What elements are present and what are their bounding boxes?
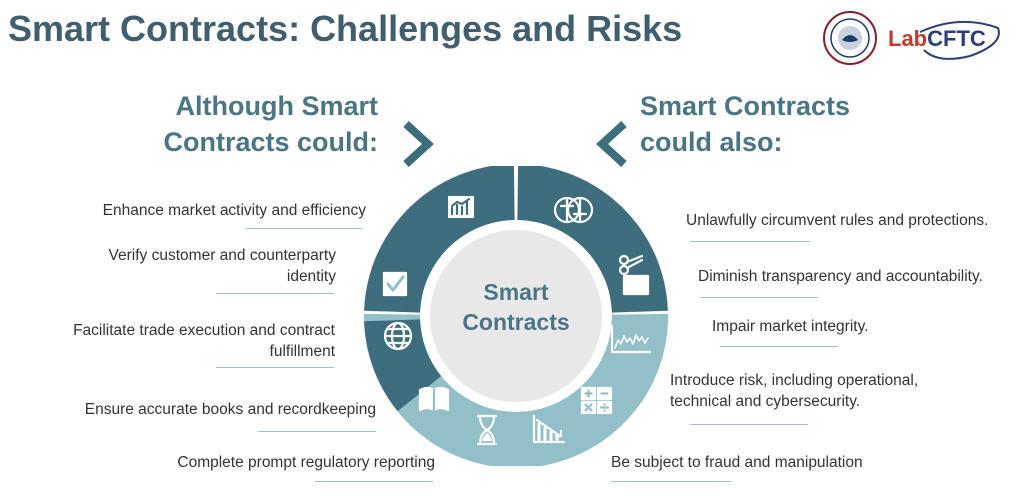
gears-face-icon: [553, 196, 594, 224]
left-item-1-underline: [246, 228, 362, 229]
right-item-4: Introduce risk, including operational, t…: [670, 372, 919, 410]
left-item-5-underline: [315, 481, 433, 482]
right-item-2: Diminish transparency and accountability…: [698, 268, 983, 285]
left-item-3-underline: [216, 367, 334, 368]
smart-contracts-wheel: Smart Contracts: [364, 166, 668, 466]
left-heading-line-2: Contracts could:: [163, 127, 378, 157]
line-chart-icon: [610, 324, 652, 354]
right-item-2-underline: [700, 297, 818, 298]
right-heading: Smart Contracts could also:: [640, 88, 900, 160]
calculator-icon: [580, 386, 613, 415]
bar-chart-icon: [448, 196, 474, 218]
left-item-2: Verify customer and counterparty identit…: [108, 247, 336, 285]
left-item-5: Complete prompt regulatory reporting: [177, 454, 435, 471]
chevron-left-icon: [596, 121, 627, 167]
right-heading-line-1: Smart Contracts: [640, 91, 851, 121]
left-item-1: Enhance market activity and efficiency: [102, 202, 366, 219]
right-item-1: Unlawfully circumvent rules and protecti…: [686, 212, 989, 229]
left-item-3: Facilitate trade execution and contract …: [73, 322, 335, 360]
declining-chart-icon: [532, 414, 566, 444]
page-title: Smart Contracts: Challenges and Risks: [8, 8, 683, 49]
center-label-line-1: Smart: [483, 279, 549, 305]
lab-logo-text: LabCFTC: [888, 26, 986, 51]
left-item-4-underline: [258, 431, 376, 432]
right-item-3: Impair market integrity.: [712, 318, 869, 335]
book-icon: [418, 386, 450, 412]
right-item-1-underline: [690, 241, 810, 242]
left-heading: Although Smart Contracts could:: [120, 88, 378, 160]
left-heading-line-1: Although Smart: [175, 91, 379, 121]
scissors-document-icon: [618, 254, 650, 296]
right-item-3-underline: [720, 346, 838, 347]
chevron-right-icon: [403, 121, 434, 167]
labcftc-logo-icon: LabCFTC: [888, 20, 1000, 60]
center-label-line-2: Contracts: [462, 309, 569, 335]
right-item-4-underline: [690, 424, 808, 425]
cftc-seal-icon: [823, 11, 877, 65]
right-item-5-underline: [611, 481, 731, 482]
logos: LabCFTC: [823, 11, 1000, 65]
right-heading-line-2: could also:: [640, 127, 783, 157]
center-disc: [430, 230, 602, 402]
left-item-2-underline: [216, 293, 334, 294]
right-item-5: Be subject to fraud and manipulation: [611, 454, 863, 471]
left-item-4: Ensure accurate books and recordkeeping: [84, 401, 376, 418]
globe-icon: [383, 321, 413, 351]
checkbox-icon: [382, 271, 408, 297]
hourglass-icon: [476, 414, 498, 446]
